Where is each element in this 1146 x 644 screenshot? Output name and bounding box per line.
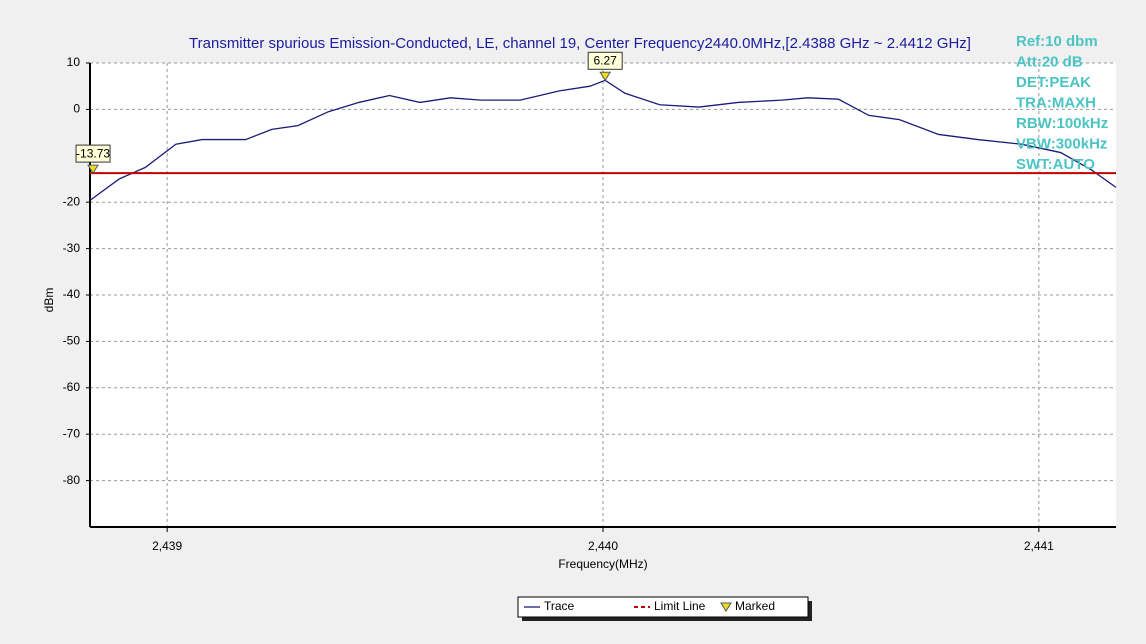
legend-marker-swatch <box>720 602 732 612</box>
setting-text: DET:PEAK <box>1016 74 1091 91</box>
y-tick-label: -30 <box>63 241 81 255</box>
setting-text: TRA:MAXH <box>1016 94 1096 111</box>
marker <box>87 164 99 175</box>
y-tick-label: -40 <box>63 287 81 301</box>
trace-line <box>89 79 1117 201</box>
x-tick-label: 2,439 <box>152 539 182 553</box>
y-tick-label: 0 <box>73 102 80 116</box>
marker-label-box <box>587 51 623 70</box>
legend-label: Trace <box>544 599 575 613</box>
setting-text: Ref:10 dbm <box>1016 33 1098 50</box>
marker-label: -13.73 <box>76 146 110 160</box>
y-tick-label: -60 <box>63 380 81 394</box>
marker <box>599 71 612 82</box>
x-tick-label: 2,441 <box>1024 539 1054 553</box>
y-tick-label: -20 <box>63 194 81 208</box>
y-tick-label: 10 <box>67 55 81 69</box>
y-axis-title: dBm <box>42 288 56 313</box>
setting-text: VBW:300kHz <box>1016 135 1107 152</box>
x-tick-label: 2,440 <box>588 539 618 553</box>
marker-label-box <box>75 144 111 163</box>
y-tick-label: -80 <box>63 473 81 487</box>
chart-title: Transmitter spurious Emission-Conducted,… <box>189 35 971 52</box>
legend-label: Marked <box>735 599 775 613</box>
legend-label: Limit Line <box>654 599 706 613</box>
y-tick-label: -70 <box>63 426 81 440</box>
legend <box>517 596 809 618</box>
marker-label: 6.27 <box>593 53 617 67</box>
x-axis-title: Frequency(MHz) <box>558 557 647 571</box>
y-tick-label: -50 <box>63 334 81 348</box>
setting-text: Att:20 dB <box>1016 53 1083 70</box>
setting-text: SWT:AUTO <box>1016 156 1095 173</box>
setting-text: RBW:100kHz <box>1016 115 1108 132</box>
